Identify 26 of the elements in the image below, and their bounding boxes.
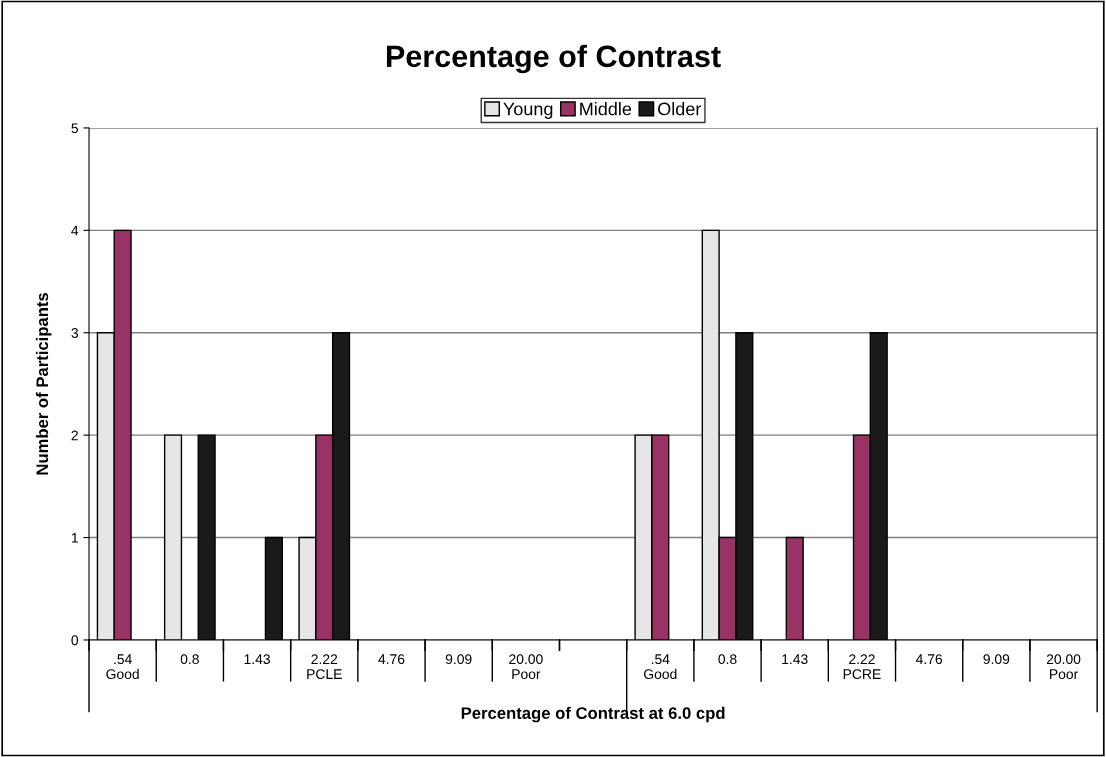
- x-tick-label: 4.76: [915, 654, 943, 665]
- x-tick-label: 1.43: [782, 654, 808, 665]
- x-tick-label: 0.8: [718, 654, 737, 665]
- x-tick-label: 4.76: [378, 654, 405, 665]
- y-axis-title: Number of Participants: [35, 292, 52, 475]
- y-tick-label: 0: [71, 635, 79, 646]
- x-tick-label: .54 Good: [644, 654, 677, 680]
- x-tick-label: 1.43: [244, 654, 270, 665]
- x-tick-label: 0.8: [180, 654, 199, 665]
- x-tick-label: 20.00 Poor: [509, 654, 543, 680]
- x-tick-label: .54 Good: [106, 654, 139, 680]
- chart-title: Percentage of Contrast: [386, 44, 721, 74]
- x-tick-label: 9.09: [983, 654, 1010, 665]
- x-axis-title: Percentage of Contrast at 6.0 cpd: [461, 706, 725, 723]
- y-tick-label: 2: [71, 430, 78, 441]
- y-tick-label: 3: [71, 328, 79, 338]
- legend-label: Young: [503, 102, 553, 119]
- x-tick-label: 2.22 PCLE: [307, 654, 342, 680]
- x-tick-label: 20.00 Poor: [1046, 654, 1081, 680]
- x-tick-label: 2.22 PCRE: [843, 654, 881, 680]
- legend-label: Middle: [580, 102, 632, 116]
- y-tick-label: 4: [71, 225, 79, 236]
- legend-label: Older: [658, 102, 702, 116]
- y-tick-label: 1: [71, 533, 78, 543]
- x-tick-label: 9.09: [445, 654, 472, 665]
- y-tick-label: 5: [71, 123, 79, 134]
